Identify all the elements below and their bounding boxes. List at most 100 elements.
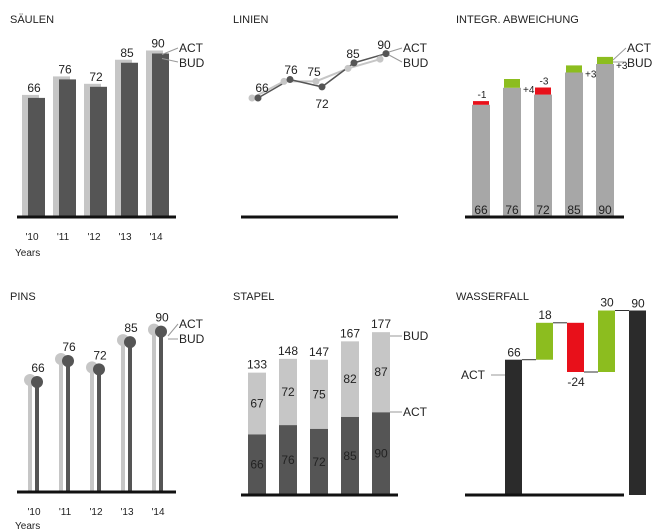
act-pin-head	[31, 376, 43, 388]
title-linien: LINIEN	[233, 14, 269, 26]
act-bar	[152, 53, 169, 217]
data-label: 85	[124, 321, 138, 335]
bud-pin-stem	[152, 329, 156, 492]
data-label: 90	[377, 38, 391, 52]
act-point	[318, 83, 326, 91]
legend-bud: BUD	[403, 329, 429, 343]
bud-segment	[341, 341, 359, 417]
data-label: 85	[567, 203, 581, 217]
total-label: 167	[340, 326, 360, 340]
title-integr-abweichung: INTEGR. ABWEICHUNG	[456, 14, 579, 26]
tick-label: '10	[25, 232, 38, 243]
act-bar	[59, 79, 76, 218]
x-axis-label-saeulen: Years	[15, 248, 40, 259]
act-pin-head	[93, 363, 105, 376]
data-label: 85	[346, 47, 360, 61]
legend-leader-act	[161, 47, 179, 55]
act-bar	[596, 64, 614, 217]
legend-act: ACT	[461, 368, 486, 382]
act-bar	[28, 97, 45, 217]
deviation-bar-positive	[504, 79, 520, 88]
data-label: 90	[151, 37, 165, 51]
bud-point	[312, 77, 320, 85]
act-bar	[565, 72, 583, 217]
deviation-label: -1	[478, 90, 487, 101]
data-label: 76	[284, 63, 298, 77]
legend-bud: BUD	[403, 56, 429, 70]
act-pin-stem	[128, 342, 132, 492]
act-point	[286, 76, 294, 83]
data-label: 76	[58, 62, 72, 76]
total-label: 133	[247, 358, 267, 372]
top-value-label: 82	[343, 372, 357, 386]
tick-label: '11	[59, 507, 72, 518]
tick-label: '14	[149, 232, 162, 243]
act-bar	[534, 94, 552, 217]
total-label: 148	[278, 344, 298, 358]
data-label: 75	[307, 65, 321, 79]
data-label: 66	[31, 361, 45, 375]
data-label: 66	[255, 81, 269, 95]
legend-act: ACT	[179, 317, 204, 331]
deviation-bar-negative	[535, 87, 551, 95]
deviation-bar-negative	[473, 101, 489, 105]
data-label: 30	[600, 296, 614, 310]
act-bar	[90, 86, 107, 217]
deviation-label: +4	[523, 85, 535, 96]
top-value-label: 75	[312, 387, 326, 401]
bud-pin-stem	[121, 340, 125, 492]
bud-segment	[279, 358, 297, 426]
act-pin-stem	[35, 382, 39, 492]
legend-leader-act	[388, 47, 403, 53]
legend-bud: BUD	[179, 56, 205, 70]
data-label: 90	[155, 311, 169, 325]
top-value-label: 67	[250, 396, 264, 410]
deviation-bar-positive	[597, 56, 613, 64]
act-bar	[472, 104, 490, 217]
data-label: 66	[507, 346, 521, 360]
act-value-label: 66	[250, 458, 264, 472]
title-pins: PINS	[10, 291, 36, 303]
bud-segment	[310, 359, 328, 429]
bud-segment	[248, 372, 266, 435]
legend-leader-bud	[388, 54, 403, 63]
data-label: 90	[598, 203, 612, 217]
stapel-chart: 66 67 133 76 72 148 72 75 147 85 82 167 90 87 177 BUD AC…	[241, 317, 429, 497]
tick-label: '12	[87, 232, 100, 243]
tick-label: '12	[89, 507, 102, 518]
data-label: 76	[505, 203, 519, 217]
bud-pin-stem	[90, 367, 94, 492]
total-label: 147	[309, 345, 329, 359]
act-point	[382, 50, 390, 58]
x-axis-label-pins: Years	[15, 521, 40, 531]
bud-pin-stem	[28, 380, 32, 492]
deviation-label: -3	[540, 77, 549, 88]
deviation-label: +3	[585, 70, 597, 81]
act-bar	[503, 87, 521, 217]
act-segment	[341, 416, 359, 495]
decrease-bar	[567, 322, 584, 372]
act-pin-stem	[97, 369, 101, 492]
act-value-label: 85	[343, 449, 357, 463]
start-bar	[505, 359, 522, 495]
increase-bar	[598, 310, 615, 372]
deviation-label: +3	[616, 61, 628, 72]
title-saeulen: SÄULEN	[10, 14, 54, 26]
data-label: -24	[567, 375, 585, 389]
data-label: 85	[120, 46, 134, 60]
legend-bud: BUD	[179, 332, 205, 346]
top-value-label: 87	[374, 365, 388, 379]
data-label: 18	[538, 308, 552, 322]
data-label: 90	[631, 297, 645, 311]
legend-bud: BUD	[627, 56, 653, 70]
act-pin-head	[62, 355, 74, 367]
act-pin-head	[124, 336, 136, 349]
deviation-bar-positive	[566, 65, 582, 73]
wasserfall-chart: 66 18 -24 30 90 ACT	[461, 296, 646, 497]
total-label: 177	[371, 317, 391, 331]
data-label: 66	[474, 203, 488, 217]
